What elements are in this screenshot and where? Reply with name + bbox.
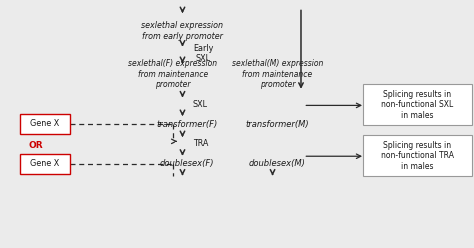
Text: sexlethal(M) expression
from maintenance
promoter: sexlethal(M) expression from maintenance… bbox=[232, 60, 323, 89]
Text: sexlethal(F) expression
from maintenance
promoter: sexlethal(F) expression from maintenance… bbox=[128, 60, 218, 89]
Text: OR: OR bbox=[28, 141, 43, 150]
Text: Early
SXL: Early SXL bbox=[193, 44, 213, 63]
Text: doublesex(M): doublesex(M) bbox=[249, 159, 306, 168]
FancyBboxPatch shape bbox=[20, 154, 70, 174]
Text: doublesex(F): doublesex(F) bbox=[160, 159, 214, 168]
Text: transformer(M): transformer(M) bbox=[246, 120, 309, 128]
Text: Gene X: Gene X bbox=[30, 120, 60, 128]
Text: SXL: SXL bbox=[193, 100, 208, 109]
Text: Splicing results in
non-functional TRA
in males: Splicing results in non-functional TRA i… bbox=[381, 141, 454, 171]
Text: TRA: TRA bbox=[193, 139, 208, 148]
FancyBboxPatch shape bbox=[363, 84, 472, 125]
Text: sexlethal expression
from early promoter: sexlethal expression from early promoter bbox=[141, 21, 224, 41]
FancyBboxPatch shape bbox=[20, 114, 70, 134]
Text: transformer(F): transformer(F) bbox=[156, 120, 218, 128]
FancyBboxPatch shape bbox=[363, 135, 472, 176]
Text: Splicing results in
non-functional SXL
in males: Splicing results in non-functional SXL i… bbox=[381, 90, 453, 120]
Text: Gene X: Gene X bbox=[30, 159, 60, 168]
